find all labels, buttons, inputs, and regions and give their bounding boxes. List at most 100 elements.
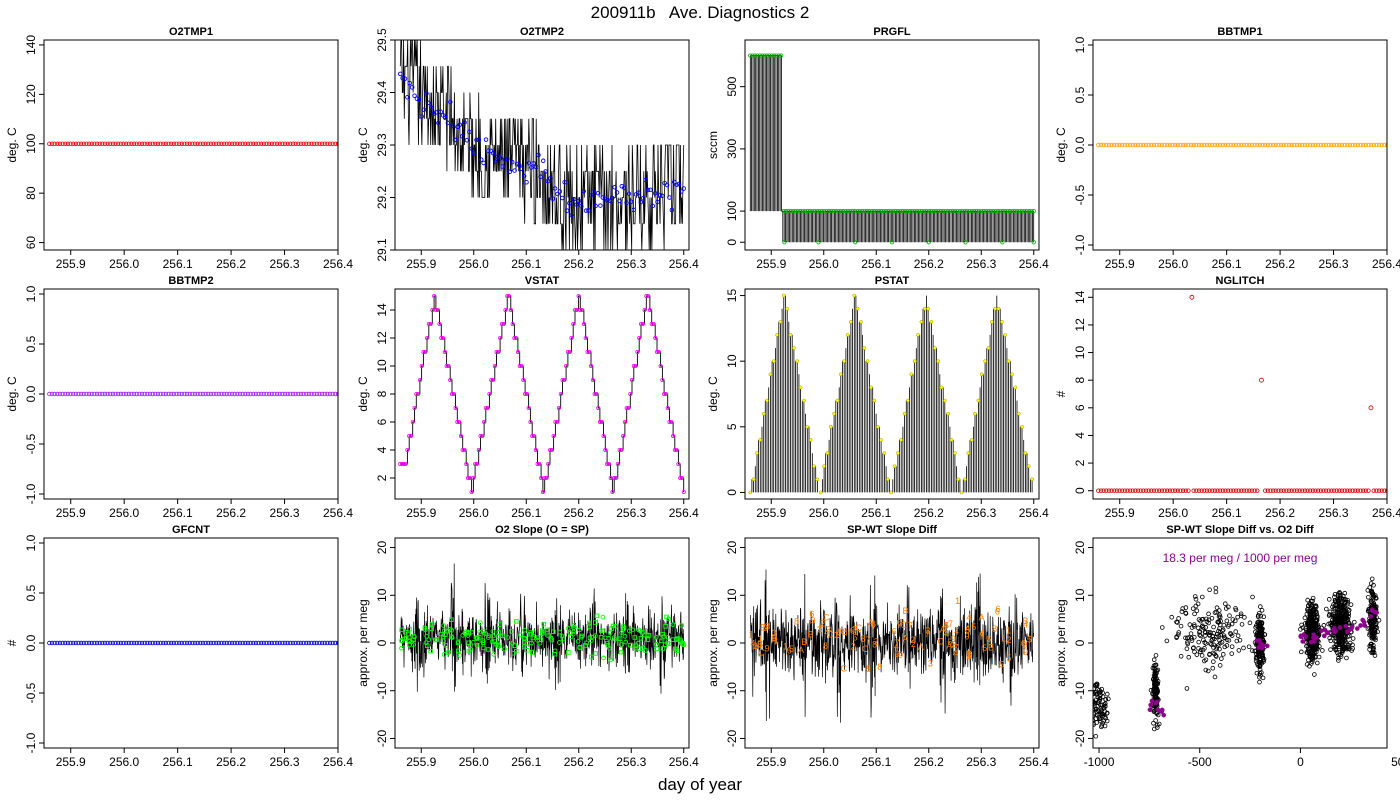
- data-point: [1000, 209, 1005, 214]
- data-point: [607, 630, 613, 636]
- data-point-label: 6: [986, 634, 991, 644]
- series-1: [399, 40, 685, 250]
- data-point: [1206, 611, 1211, 617]
- data-point: [1148, 687, 1154, 693]
- data-point: [1345, 488, 1350, 493]
- data-point: [533, 447, 538, 452]
- data-point: [601, 433, 606, 438]
- data-point: [919, 209, 924, 214]
- data-point: [557, 189, 563, 194]
- data-point: [424, 335, 429, 340]
- data-point: [483, 405, 488, 410]
- data-point: [1183, 611, 1189, 616]
- data-point: [288, 141, 293, 146]
- data-point: [473, 461, 478, 466]
- series-2: [398, 293, 686, 494]
- data-point-label: 7: [954, 642, 959, 652]
- data-point: [1127, 142, 1133, 148]
- data-point: [551, 629, 556, 634]
- data-point: [959, 490, 964, 495]
- data-point: [1310, 142, 1316, 148]
- data-point: [237, 391, 243, 397]
- data-point: [1189, 625, 1195, 630]
- y-tick-label: 10: [725, 354, 739, 368]
- data-point: [304, 391, 309, 397]
- x-tick-label: 0: [1297, 755, 1304, 769]
- data-point: [1233, 142, 1239, 148]
- y-axis-label: approx. per meg: [1054, 599, 1068, 686]
- data-point: [192, 391, 198, 397]
- data-point: [574, 202, 579, 207]
- data-point: [1257, 637, 1262, 643]
- data-point: [416, 391, 421, 396]
- data-point: [421, 349, 426, 354]
- data-point: [290, 640, 296, 646]
- data-point: [536, 152, 541, 158]
- data-point: [872, 398, 877, 403]
- data-point: [981, 209, 986, 214]
- data-point: [1093, 690, 1098, 695]
- data-point: [831, 209, 836, 214]
- data-point: [619, 642, 625, 647]
- data-point: [432, 293, 437, 298]
- data-point: [755, 451, 759, 455]
- data-point: [298, 640, 304, 646]
- data-point: [646, 293, 651, 298]
- data-point: [319, 640, 325, 646]
- data-point: [335, 640, 338, 646]
- data-point: [929, 320, 934, 324]
- data-point: [665, 405, 670, 410]
- data-point: [644, 293, 649, 298]
- data-point: [888, 209, 893, 214]
- data-point: [1238, 613, 1244, 619]
- data-point: [900, 209, 905, 214]
- data-point: [531, 433, 536, 438]
- y-tick-label: 80: [24, 186, 38, 200]
- data-point: [1261, 614, 1267, 620]
- data-point: [988, 209, 993, 214]
- data-point: [1284, 142, 1289, 148]
- data-point: [256, 141, 261, 146]
- data-point: [408, 433, 413, 438]
- data-point-label: A: [946, 641, 952, 651]
- data-point: [1347, 633, 1352, 639]
- data-point: [667, 195, 672, 200]
- data-point: [184, 391, 190, 397]
- data-point: [330, 640, 335, 646]
- data-point: [1198, 633, 1203, 639]
- data-point: [237, 640, 243, 646]
- data-point: [593, 620, 598, 625]
- data-point: [1146, 488, 1151, 493]
- data-point: [1167, 142, 1173, 148]
- data-point: [1278, 488, 1284, 493]
- data-point: [540, 628, 545, 634]
- data-point-label: 3: [826, 624, 831, 634]
- data-point: [889, 240, 895, 245]
- data-point: [495, 634, 501, 639]
- data-point-label: 7: [925, 629, 930, 639]
- data-point: [640, 644, 646, 650]
- data-point: [243, 640, 248, 646]
- data-point: [812, 464, 816, 468]
- data-point: [527, 631, 533, 637]
- data-point: [100, 391, 105, 397]
- data-point: [1187, 622, 1193, 627]
- data-point: [480, 638, 485, 643]
- data-point-label: 3: [817, 625, 822, 635]
- data-point: [208, 640, 214, 646]
- data-point: [179, 141, 184, 146]
- data-point: [1013, 385, 1018, 390]
- data-point: [898, 209, 903, 214]
- data-point: [221, 141, 227, 146]
- data-point: [512, 335, 517, 340]
- data-point: [94, 141, 100, 146]
- data-point: [1342, 142, 1347, 148]
- data-point: [1334, 622, 1340, 627]
- data-point: [330, 141, 335, 146]
- data-point: [929, 209, 934, 214]
- y-axis-label: deg. C: [1054, 127, 1068, 163]
- data-point: [874, 209, 879, 214]
